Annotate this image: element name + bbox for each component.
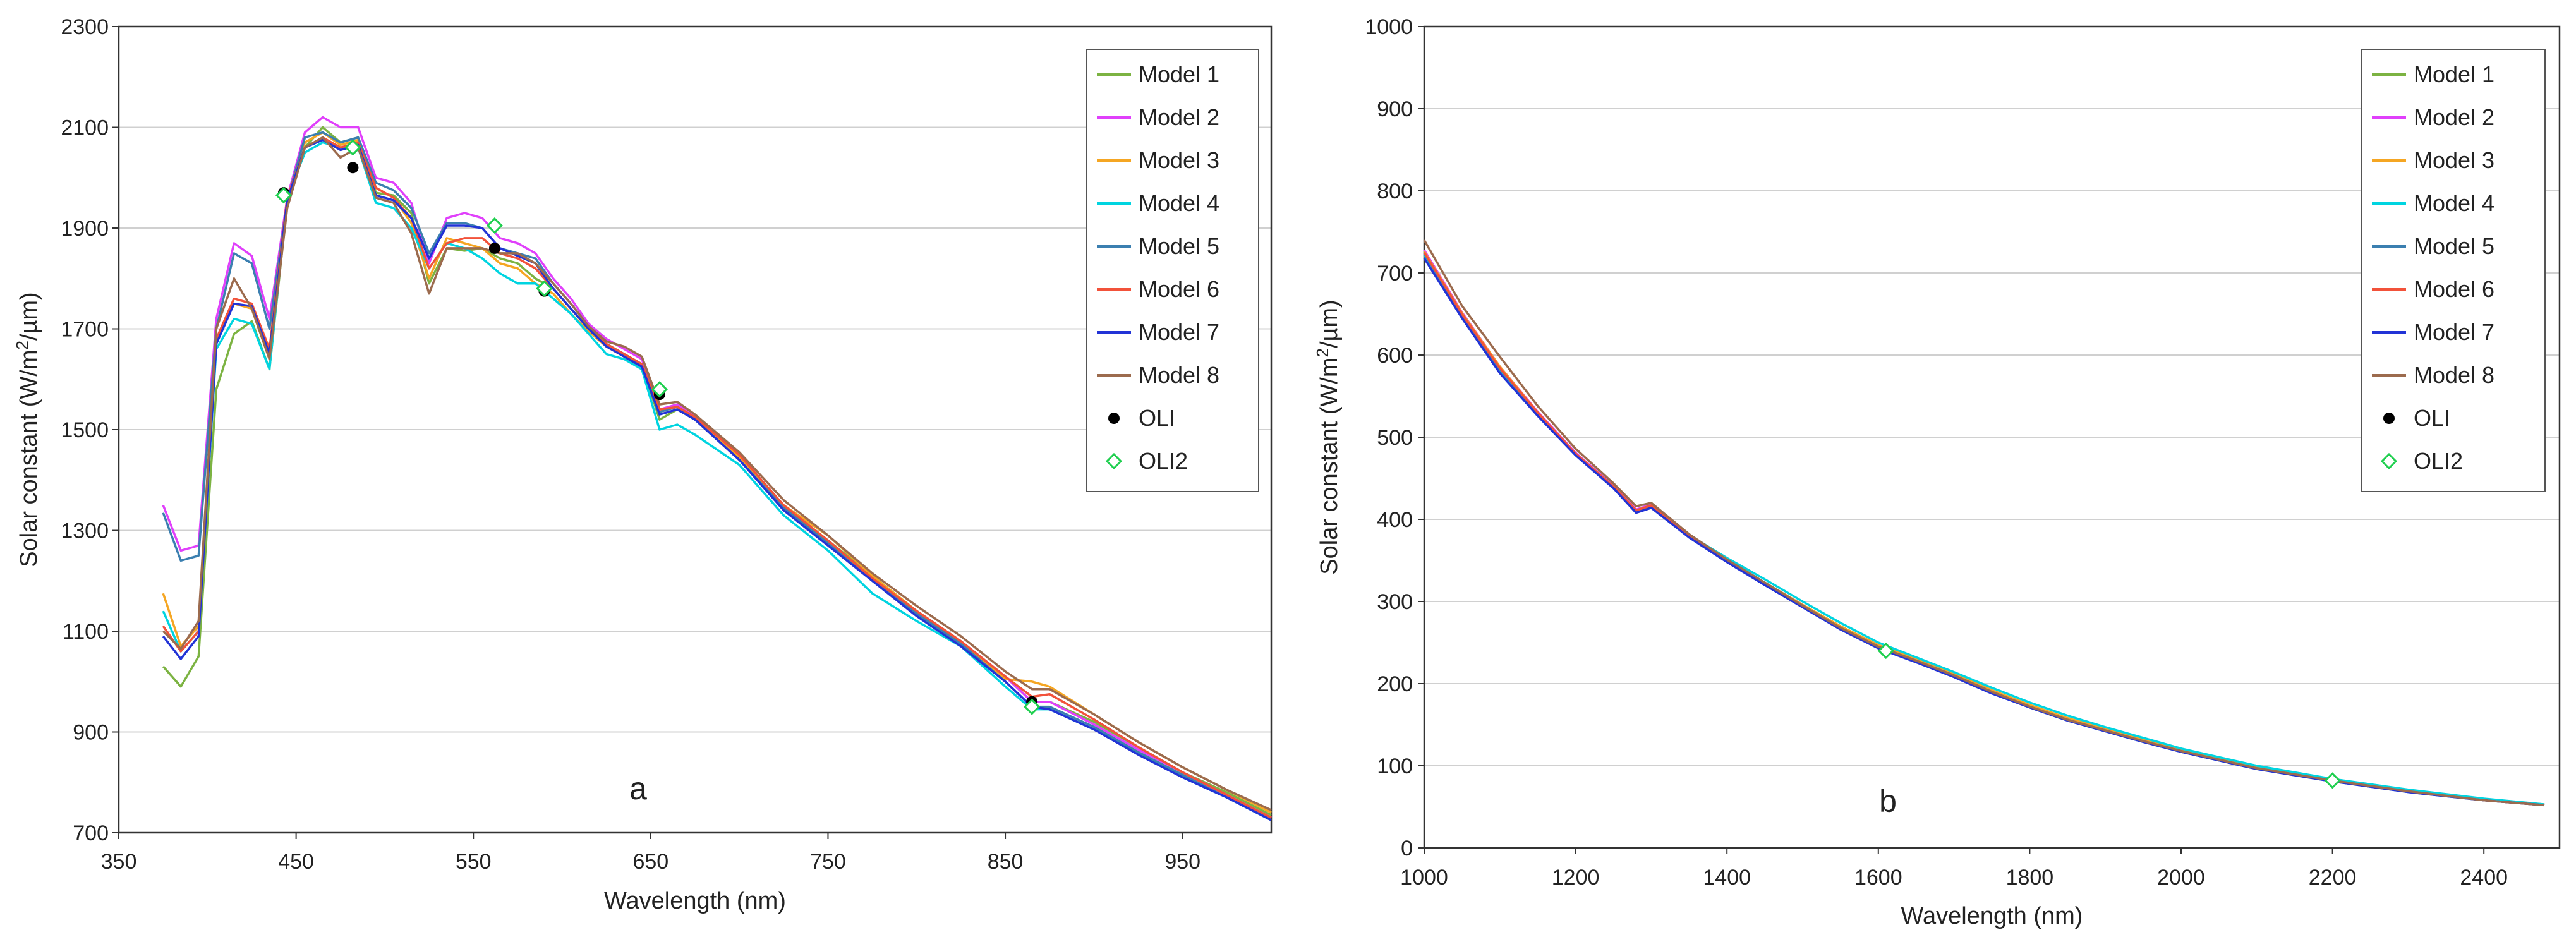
- chart0-xtick-label-4: 750: [810, 850, 846, 874]
- chart1-legend-label-9: OLI2: [2414, 448, 2463, 474]
- chart0-xtick-label-3: 650: [632, 850, 668, 874]
- chart0-series-line-model-8: [162, 136, 1272, 811]
- chart0-legend-label-7: Model 8: [1139, 362, 1219, 388]
- chart1-ytick-label-9: 900: [1377, 97, 1413, 121]
- chart0-oli2-point-5: [1024, 698, 1041, 715]
- chart0-legend-symbol-8: [1108, 413, 1120, 424]
- chart0-legend-label-0: Model 1: [1139, 61, 1219, 87]
- chart0-xtick-label-0: 350: [101, 850, 137, 874]
- chart0-ytick-label-3: 1300: [61, 519, 109, 543]
- chart0-oli-point-2: [488, 242, 500, 254]
- chart1-ytick-label-4: 400: [1377, 508, 1413, 532]
- chart1-oli2-point-1: [2324, 772, 2341, 789]
- chart1-ytick-label-10: 1000: [1365, 15, 1413, 39]
- chart0-oli2-point-3: [536, 280, 553, 297]
- chart0-xtick-label-6: 950: [1164, 850, 1200, 874]
- chart0-oli-point-1: [347, 162, 359, 174]
- chart0-ytick-label-5: 1700: [61, 318, 109, 342]
- chart0-legend-label-2: Model 3: [1139, 147, 1219, 173]
- chart1-legend-label-4: Model 5: [2414, 233, 2494, 259]
- chart0-oli2-point-0: [275, 187, 293, 204]
- chart1-legend-symbol-9: [2380, 452, 2398, 470]
- chart1-legend-label-3: Model 4: [2414, 190, 2494, 216]
- chart1-legend-label-7: Model 8: [2414, 362, 2494, 388]
- chart0-ytick-label-4: 1500: [61, 418, 109, 442]
- chart1-ytick-label-5: 500: [1377, 426, 1413, 450]
- chart0-ytick-label-6: 1900: [61, 217, 109, 241]
- chart1-ytick-label-1: 100: [1377, 754, 1413, 778]
- chart1-ytick-label-8: 800: [1377, 179, 1413, 203]
- chart0-legend-label-1: Model 2: [1139, 104, 1219, 130]
- chart1-ytick-label-7: 700: [1377, 262, 1413, 286]
- chart0-legend-label-3: Model 4: [1139, 190, 1219, 216]
- chart0-ytick-label-2: 1100: [63, 620, 109, 644]
- chart0-legend-symbol-9: [1105, 452, 1123, 470]
- chart0-legend-label-4: Model 5: [1139, 233, 1219, 259]
- chart0-series-line-model-7: [162, 138, 1272, 821]
- chart1-x-axis-label: Wavelength (nm): [1901, 903, 2083, 929]
- chart1-series-line-model-8: [1423, 239, 2545, 807]
- chart1-ytick-label-0: 0: [1401, 837, 1413, 861]
- chart1-legend-label-0: Model 1: [2414, 61, 2494, 87]
- chart0-legend-label-9: OLI2: [1139, 448, 1188, 474]
- chart0-xtick-label-1: 450: [278, 850, 314, 874]
- chart1-oli2-point-0: [1877, 642, 1894, 660]
- chart1-xtick-label-5: 2000: [2157, 866, 2205, 890]
- chart0-x-axis-label: Wavelength (nm): [604, 888, 786, 914]
- chart0-ytick-label-8: 2300: [61, 15, 109, 39]
- chart0-oli2-point-1: [344, 139, 361, 156]
- chart1-y-axis-label: Solar constant (W/m2/µm): [1313, 299, 1343, 574]
- chart1-xtick-label-6: 2200: [2309, 866, 2357, 890]
- chart0-oli2-point-4: [651, 381, 668, 398]
- chart1-xtick-label-4: 1800: [2006, 866, 2054, 890]
- chart1-xtick-label-7: 2400: [2460, 866, 2508, 890]
- chart0-ytick-label-1: 900: [73, 721, 109, 745]
- chart0-oli2-point-2: [486, 217, 504, 234]
- chart1-ytick-label-6: 600: [1377, 344, 1413, 368]
- chart1-ytick-label-3: 300: [1377, 590, 1413, 614]
- chart1-legend-label-6: Model 7: [2414, 319, 2494, 345]
- chart0-legend-label-5: Model 6: [1139, 276, 1219, 302]
- chart1-legend-label-2: Model 3: [2414, 147, 2494, 173]
- chart-b: 0 100 200 300 400 500 600 700 800 900 1000 1000 1200…: [1313, 15, 2561, 929]
- chart0-legend-label-8: OLI: [1139, 405, 1175, 431]
- chart1-xtick-label-0: 1000: [1400, 866, 1448, 890]
- chart-a: 700 900 1100 1300 1500 1700 1900 2100 2300 350 450…: [13, 15, 1273, 914]
- chart1-legend-label-8: OLI: [2414, 405, 2450, 431]
- chart1-legend-label-1: Model 2: [2414, 104, 2494, 130]
- chart0-ytick-label-7: 2100: [61, 116, 109, 140]
- chart0-legend-label-6: Model 7: [1139, 319, 1219, 345]
- chart0-xtick-label-5: 850: [988, 850, 1024, 874]
- chart1-panel-label: b: [1879, 783, 1897, 819]
- chart1-legend-label-5: Model 6: [2414, 276, 2494, 302]
- chart0-ytick-label-0: 700: [73, 821, 109, 845]
- chart1-ytick-label-2: 200: [1377, 672, 1413, 696]
- chart0-panel-label: a: [629, 771, 647, 806]
- chart0-y-axis-label: Solar constant (W/m2/µm): [13, 292, 42, 567]
- chart1-xtick-label-3: 1600: [1854, 866, 1902, 890]
- chart1-legend-symbol-8: [2383, 413, 2395, 424]
- chart0-xtick-label-2: 550: [456, 850, 492, 874]
- chart1-xtick-label-1: 1200: [1552, 866, 1600, 890]
- chart1-xtick-label-2: 1400: [1703, 866, 1751, 890]
